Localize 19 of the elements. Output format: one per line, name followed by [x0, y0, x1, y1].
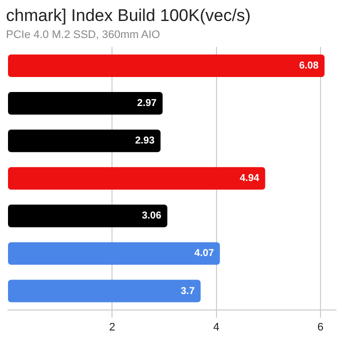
- x-tick-label: 4: [213, 321, 220, 334]
- data-label: 4.94: [240, 173, 260, 184]
- data-label: 2.93: [135, 136, 155, 147]
- bar: [8, 280, 201, 302]
- bar: [8, 242, 220, 265]
- data-label: 2.97: [137, 98, 158, 110]
- x-tick-label: 2: [109, 321, 116, 334]
- bar: [8, 167, 266, 190]
- data-label: 3.7: [180, 286, 196, 297]
- chart-subtitle: PCIe 4.0 M.2 SSD, 360mm AIO: [5, 28, 162, 41]
- bar: [8, 92, 163, 115]
- data-label: 3.06: [142, 210, 162, 222]
- x-tick-label: 6: [317, 321, 324, 334]
- bar: [8, 54, 325, 78]
- bar: [8, 204, 168, 228]
- data-label: 6.08: [299, 60, 319, 72]
- chart-title: chmark] Index Build 100K(vec/s): [5, 5, 252, 26]
- data-label: 4.07: [194, 248, 214, 260]
- bar: [8, 130, 161, 152]
